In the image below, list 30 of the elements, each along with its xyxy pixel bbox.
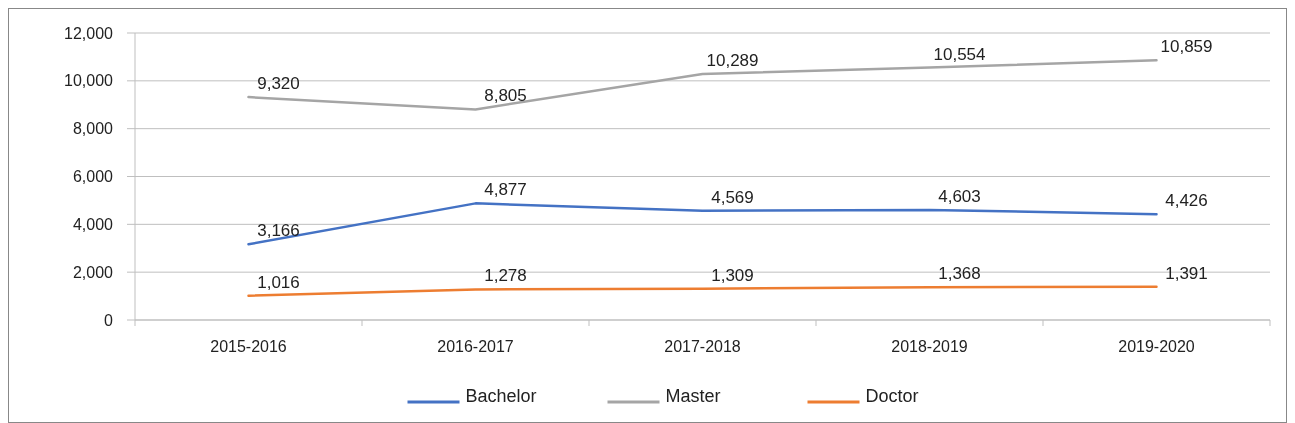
- data-label: 3,166: [257, 221, 300, 241]
- data-label: 9,320: [257, 74, 300, 94]
- data-label: 1,368: [938, 264, 981, 284]
- x-tick-label: 2018-2019: [891, 338, 968, 355]
- data-label: 4,426: [1165, 191, 1208, 211]
- data-label: 10,859: [1160, 37, 1213, 57]
- data-label: 4,877: [484, 180, 527, 200]
- data-label: 1,391: [1165, 263, 1208, 283]
- y-tick-label: 2,000: [72, 263, 114, 281]
- data-label: 10,289: [706, 50, 759, 70]
- y-tick-label: 10,000: [64, 72, 114, 90]
- x-tick-label: 2019-2020: [1118, 338, 1195, 355]
- y-tick-label: 12,000: [64, 24, 114, 42]
- data-label: 4,569: [711, 187, 754, 207]
- legend-label: Master: [665, 386, 721, 407]
- legend-label: Doctor: [865, 386, 919, 407]
- data-label: 1,278: [484, 266, 527, 286]
- legend-label: Bachelor: [465, 386, 537, 407]
- data-label: 4,603: [938, 186, 981, 206]
- y-tick-label: 8,000: [72, 120, 114, 138]
- x-tick-label: 2016-2017: [437, 338, 514, 355]
- data-label: 10,554: [933, 44, 986, 64]
- x-tick-label: 2015-2016: [210, 338, 287, 355]
- y-tick-label: 4,000: [72, 215, 114, 233]
- data-label: 1,309: [711, 265, 754, 285]
- data-label: 1,016: [257, 272, 300, 292]
- x-tick-label: 2017-2018: [664, 338, 741, 355]
- y-tick-label: 6,000: [72, 168, 114, 186]
- data-label: 8,805: [484, 86, 527, 106]
- y-tick-label: 0: [104, 311, 114, 329]
